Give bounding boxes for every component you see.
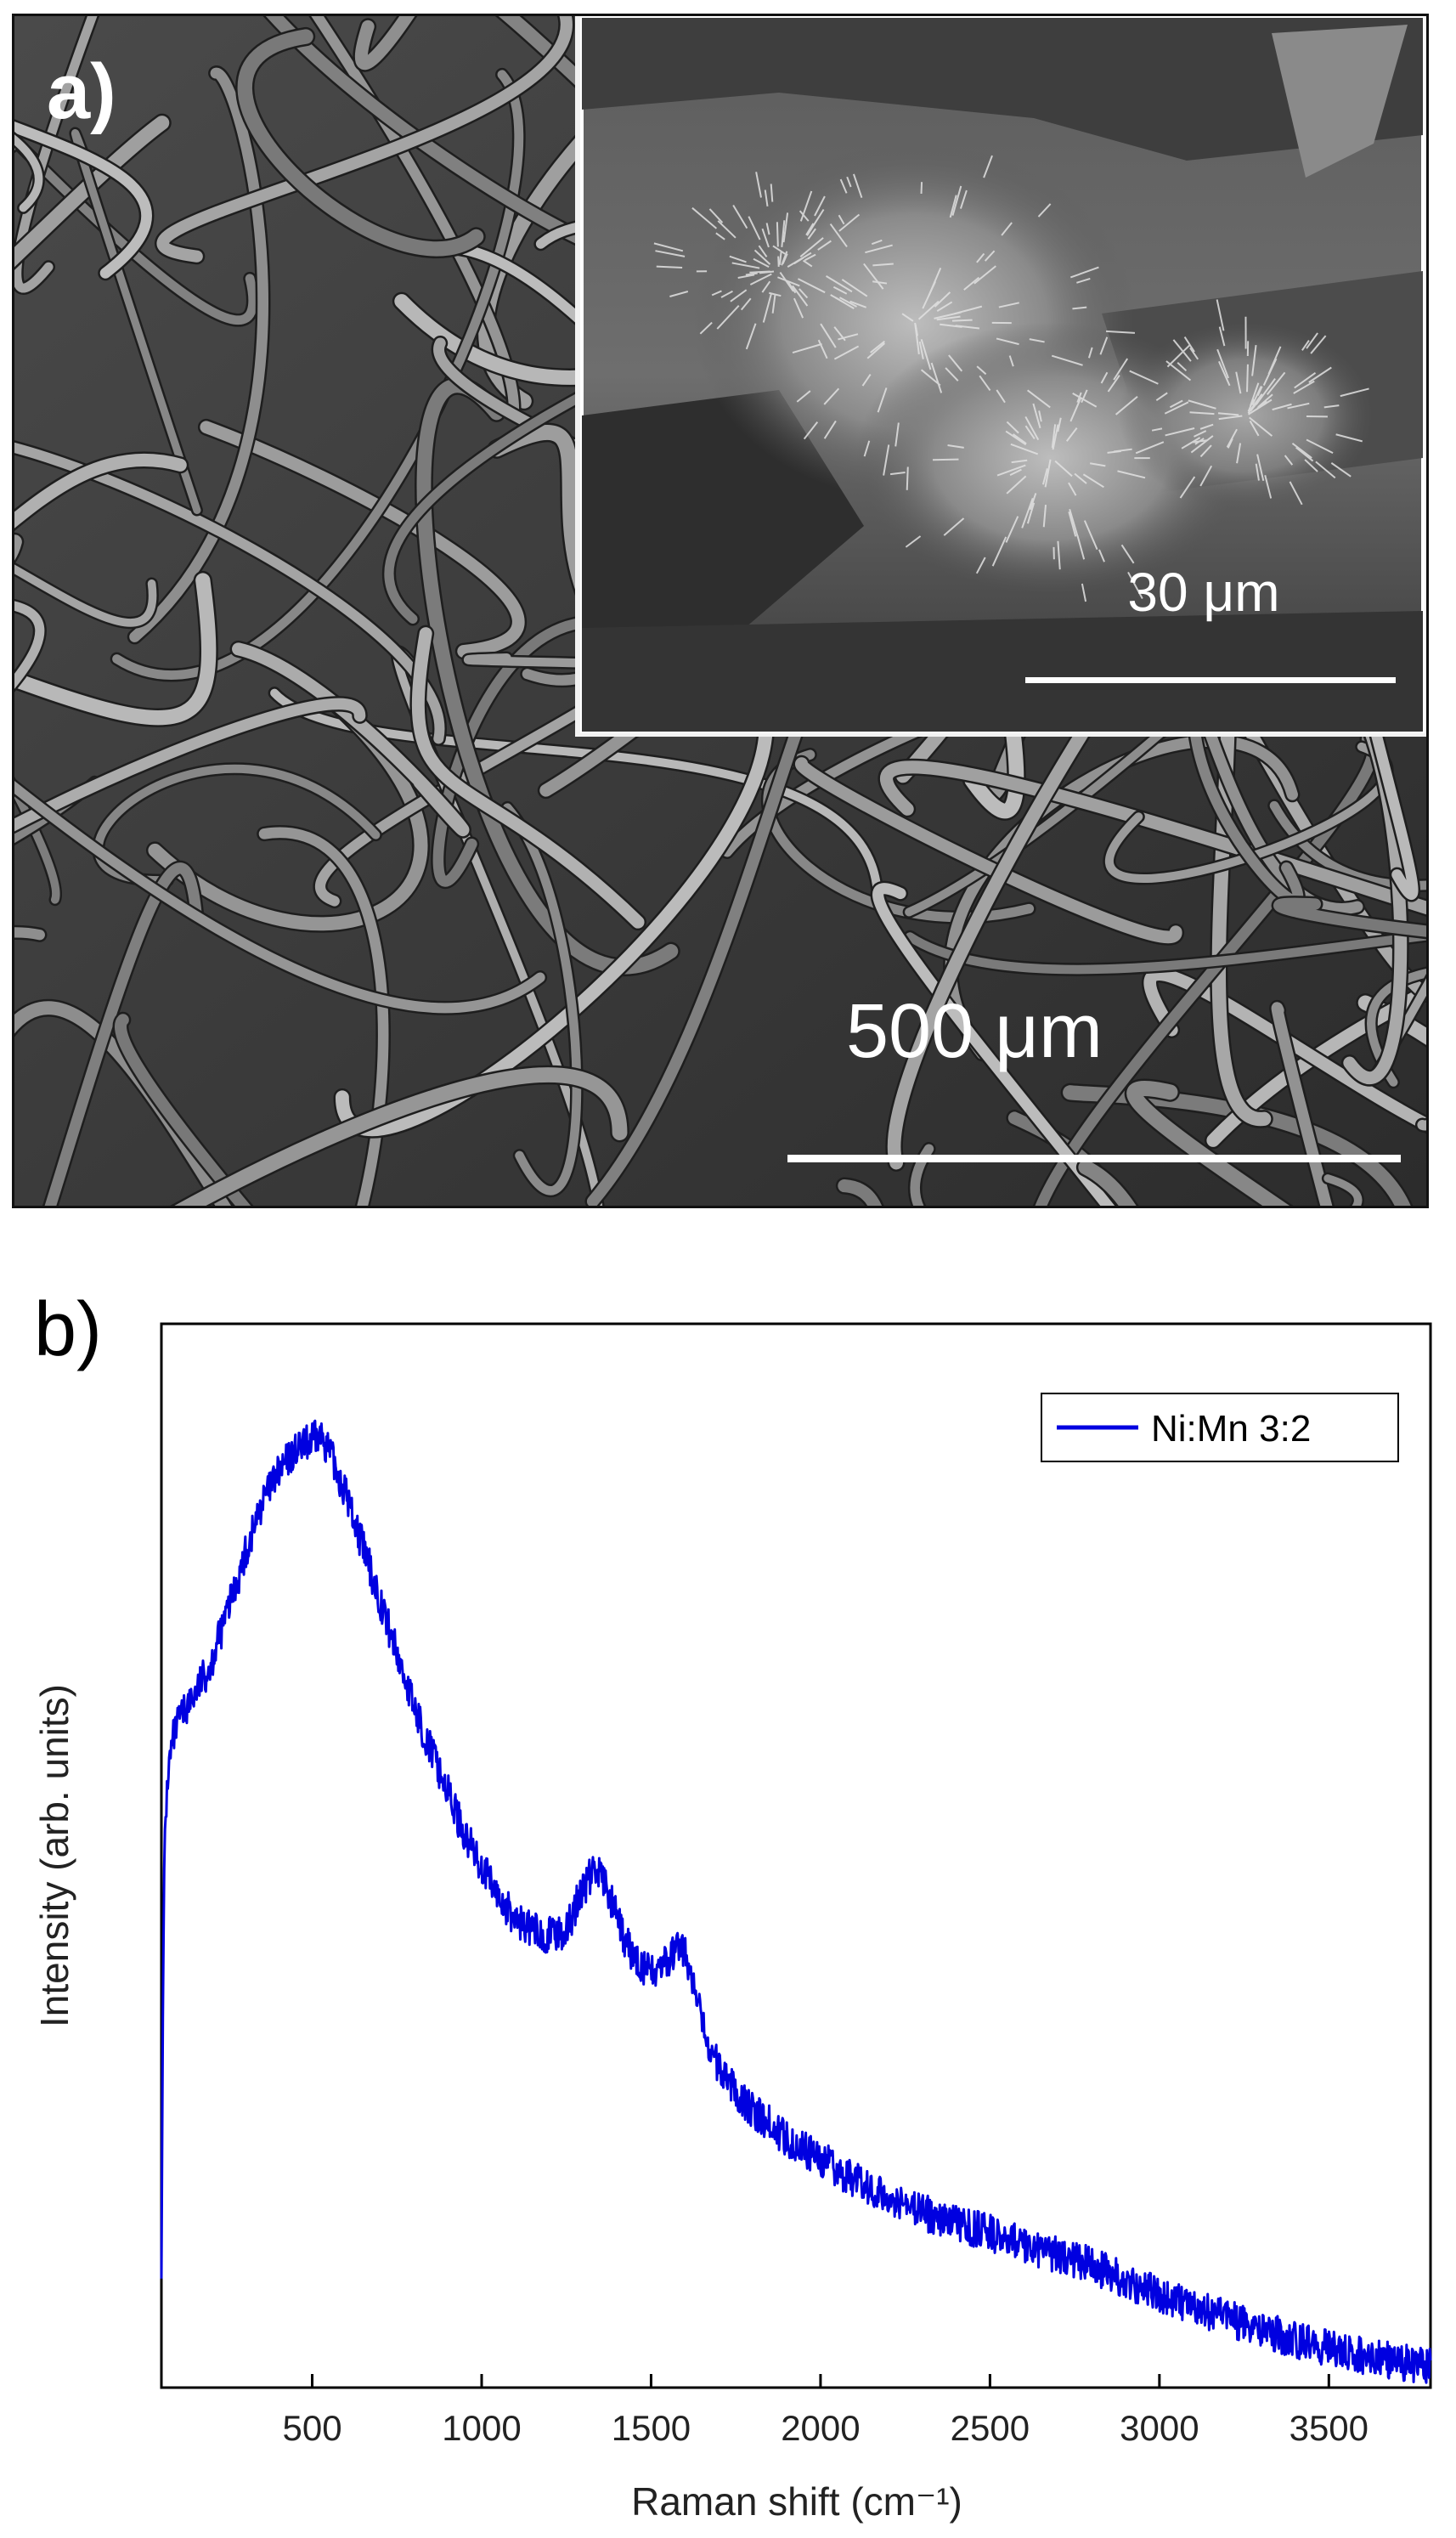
legend-entry-label: Ni:Mn 3:2 [1151,1408,1311,1450]
sem-inset [575,16,1426,737]
sem-micrograph-panel: 30 μm 500 μm a) [12,14,1429,1208]
sem-fiber-image: 30 μm 500 μm a) [14,16,1426,1206]
legend: Ni:Mn 3:2 [1041,1393,1399,1462]
x-axis-label: Raman shift (cm⁻¹) [631,2479,962,2524]
main-scale-bar [787,1155,1401,1162]
y-axis-label: Intensity (arb. units) [32,1684,76,2027]
plot-frame [160,1322,1432,2389]
x-tick-label: 500 [282,2408,341,2448]
inset-scale-label: 30 μm [1127,562,1279,623]
x-tick-label: 1500 [612,2408,691,2448]
x-tick-label: 2000 [781,2408,860,2448]
x-tick-label: 3500 [1290,2408,1369,2448]
x-tick-label: 1000 [442,2408,521,2448]
panel-a-label: a) [47,48,116,135]
panel-b-label: b) [34,1287,102,1372]
inset-scale-bar [1025,677,1396,683]
raman-chart-svg: b) 500 1000 1500 2000 2500 3000 3500 Ni:Mn 3:2… [32,1287,1432,2524]
series-line-ni-mn [160,1419,1432,2384]
x-tick-label: 2500 [951,2408,1030,2448]
raman-chart: b) 500 1000 1500 2000 2500 3000 3500 Ni:Mn 3:2… [0,1224,1456,2538]
x-axis-ticks: 500 1000 1500 2000 2500 3000 3500 [282,2374,1369,2448]
x-tick-label: 3000 [1120,2408,1199,2448]
main-scale-label: 500 μm [846,989,1103,1074]
